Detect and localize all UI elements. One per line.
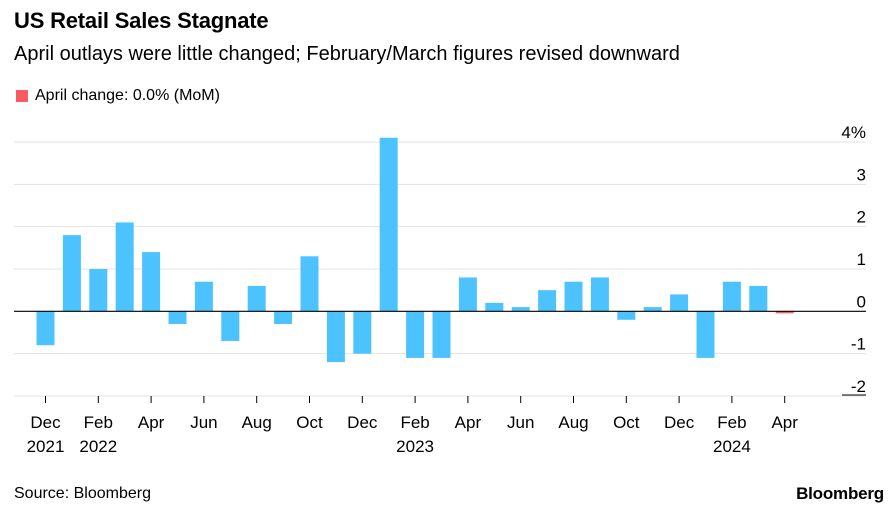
bar-jul-2022	[221, 311, 240, 341]
x-tick-year-label: 2024	[713, 437, 751, 456]
bar-feb-2022	[89, 269, 108, 312]
x-tick-label: Aug	[242, 413, 272, 432]
bar-may-2023	[485, 302, 504, 312]
bar-may-2022	[168, 311, 187, 325]
bar-apr-2022	[142, 252, 161, 312]
x-tick-label: Feb	[717, 413, 746, 432]
bar-nov-2023	[643, 307, 662, 312]
x-tick-label: Dec	[347, 413, 378, 432]
y-tick-label: 3	[857, 165, 866, 184]
bar-aug-2023	[564, 281, 583, 312]
y-tick-label: 4%	[841, 123, 866, 142]
x-tick-year-label: 2022	[79, 437, 117, 456]
x-tick-label: Oct	[296, 413, 323, 432]
chart-title: US Retail Sales Stagnate	[14, 8, 269, 33]
bar-sep-2022	[274, 311, 293, 325]
bar-oct-2022	[300, 256, 319, 312]
y-tick-label: -1	[851, 335, 866, 354]
bar-jul-2023	[538, 290, 557, 312]
axes: -2 -1 0 1 2 3 4% Dec 2021 Feb 2022 Apr Jun Aug Oct Dec F…	[14, 123, 866, 456]
bar-sep-2023	[590, 277, 609, 312]
x-tick-label: Feb	[84, 413, 113, 432]
x-tick-label: Aug	[558, 413, 588, 432]
brand-logo: Bloomberg	[796, 484, 884, 503]
bar-mar-2022	[115, 222, 134, 312]
bar-dec-2023	[670, 294, 689, 312]
bar-mar-2024	[749, 285, 768, 312]
legend: April change: 0.0% (MoM)	[16, 87, 220, 105]
legend-label: April change: 0.0% (MoM)	[35, 87, 220, 104]
x-tick-year-label: 2021	[27, 437, 65, 456]
bar-apr-2023	[458, 277, 477, 312]
bar-feb-2024	[722, 281, 741, 312]
y-tick-label: 2	[857, 208, 866, 227]
x-tick-label: Apr	[138, 413, 165, 432]
x-tick-label: Jun	[190, 413, 217, 432]
bar-oct-2023	[617, 311, 636, 320]
x-tick-year-label: 2023	[396, 437, 434, 456]
x-tick-label: Apr	[455, 413, 482, 432]
x-tick-label: Dec	[30, 413, 61, 432]
bar-apr-2024	[775, 311, 794, 314]
legend-swatch	[16, 90, 28, 102]
bars	[36, 137, 794, 363]
y-tick-label: -2	[851, 377, 866, 396]
x-tick-label: Oct	[613, 413, 640, 432]
bar-jan-2024	[696, 311, 715, 358]
bar-mar-2023	[432, 311, 451, 358]
bar-dec-2021	[36, 311, 55, 346]
y-tick-label: 1	[857, 250, 866, 269]
bar-jan-2023	[379, 137, 398, 312]
bar-jun-2023	[511, 307, 530, 312]
bar-jan-2022	[62, 235, 81, 312]
source-note: Source: Bloomberg	[14, 485, 151, 502]
bar-feb-2023	[406, 311, 425, 358]
x-tick-label: Feb	[400, 413, 429, 432]
x-tick-label: Apr	[771, 413, 798, 432]
chart-subtitle: April outlays were little changed; Febru…	[14, 43, 680, 65]
bar-nov-2022	[326, 311, 345, 363]
bar-jun-2022	[194, 281, 213, 312]
y-tick-label: 0	[857, 292, 866, 311]
bar-dec-2022	[353, 311, 372, 354]
x-tick-label: Jun	[507, 413, 534, 432]
bar-aug-2022	[247, 285, 266, 312]
x-tick-label: Dec	[664, 413, 695, 432]
